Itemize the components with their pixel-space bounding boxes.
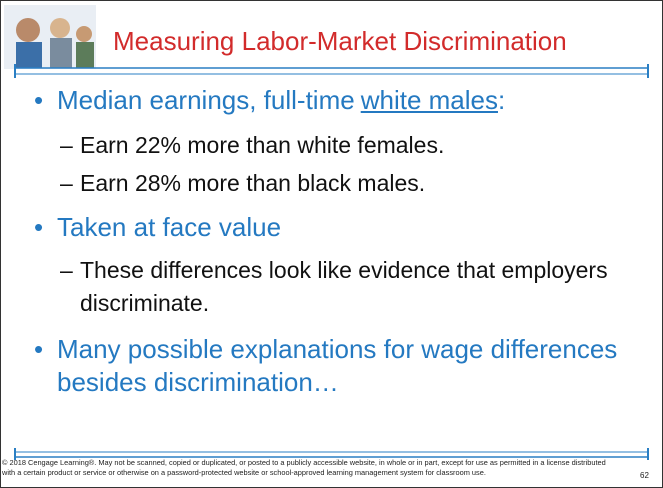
sub-bullet-text: Earn 22% more than white females.: [80, 132, 444, 158]
copyright-notice: © 2018 Cengage Learning®. May not be sca…: [2, 458, 612, 477]
sub-bullet: These differences look like evidence tha…: [60, 254, 663, 320]
bullet: Taken at face value: [34, 211, 663, 244]
bullet-text: Median earnings, full-time: [57, 85, 355, 115]
bullet-suffix: :: [498, 85, 505, 115]
title-clipart: [4, 5, 96, 69]
sub-bullet: Earn 28% more than black males.: [60, 167, 663, 200]
bullet-text: Taken at face value: [57, 212, 281, 242]
slide-title: Measuring Labor-Market Discrimination: [113, 26, 567, 57]
sub-bullet: Earn 22% more than white females.: [60, 129, 663, 162]
slide: Measuring Labor-Market Discrimination Me…: [0, 0, 663, 488]
header-rule: [15, 64, 648, 78]
page-number: 62: [640, 471, 649, 480]
bullet-text: Many possible explanations for wage diff…: [57, 334, 617, 397]
sub-bullet-text: Earn 28% more than black males.: [80, 170, 425, 196]
bullet: Many possible explanations for wage diff…: [34, 333, 663, 399]
sub-bullet-text: These differences look like evidence tha…: [80, 257, 608, 316]
slide-decoration: [0, 0, 663, 488]
underlined-text: white males: [361, 85, 498, 115]
